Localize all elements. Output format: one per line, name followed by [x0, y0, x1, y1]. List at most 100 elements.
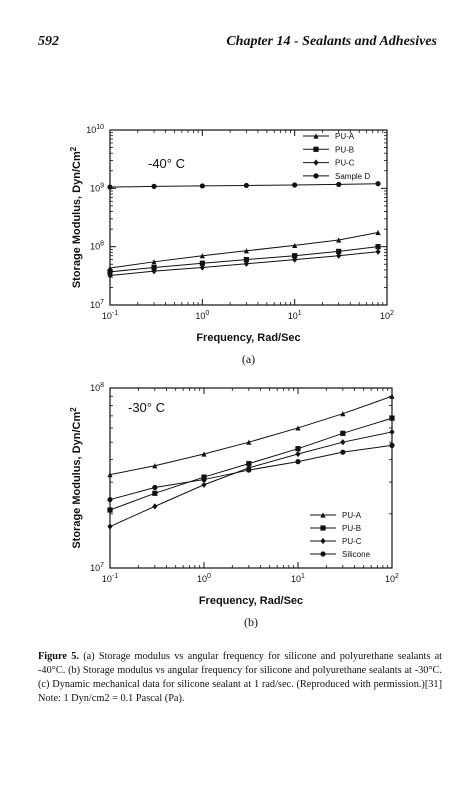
legend-label: PU-B — [335, 145, 354, 154]
data-point — [107, 523, 113, 530]
data-point — [243, 257, 249, 263]
legend-label: PU-C — [342, 537, 362, 546]
legend-marker — [313, 173, 319, 179]
data-point — [295, 425, 301, 431]
data-point — [292, 256, 298, 263]
plot-frame — [109, 387, 393, 569]
data-point — [107, 496, 113, 503]
legend-marker — [320, 512, 326, 518]
y-tick-label: 109 — [90, 182, 104, 193]
data-point — [199, 253, 205, 259]
x-tick-label: 102 — [385, 573, 399, 584]
chart-panel-a: 10-1 100 101 102 107 108 109 1010 Frequency, Rad… — [69, 124, 394, 366]
y-tick-label: 107 — [90, 562, 104, 573]
data-point — [292, 242, 298, 249]
data-point — [340, 449, 346, 455]
panel-label: (a) — [242, 352, 255, 366]
series-pu-b — [107, 415, 395, 513]
data-point — [336, 248, 342, 254]
data-point — [295, 446, 301, 452]
data-point — [152, 484, 158, 491]
data-point — [151, 183, 157, 189]
data-point — [243, 248, 249, 254]
figure-label: Figure 5. — [38, 651, 79, 662]
data-point — [199, 260, 205, 266]
data-point — [201, 481, 207, 488]
x-tick-label: 101 — [288, 310, 302, 321]
legend-label: PU-A — [342, 511, 362, 520]
temperature-annotation: -40° C — [148, 156, 185, 171]
data-point — [107, 184, 113, 190]
data-point — [246, 439, 252, 445]
y-tick-label: 108 — [90, 382, 104, 393]
legend-marker — [313, 146, 319, 152]
data-point — [336, 252, 342, 259]
x-tick-label: 100 — [197, 573, 211, 584]
series-silicone — [107, 442, 395, 503]
data-point — [292, 253, 298, 259]
data-point — [292, 182, 298, 188]
data-point — [295, 459, 301, 465]
page-number: 592 — [38, 34, 59, 49]
x-tick-label: 101 — [291, 573, 305, 584]
x-tick-label: 102 — [380, 310, 394, 321]
x-axis-title: Frequency, Rad/Sec — [199, 595, 303, 607]
data-point — [375, 181, 381, 187]
page-header: 592 Chapter 14 - Sealants and Adhesives — [38, 34, 437, 54]
legend: PU-A PU-B PU-C Silicone — [310, 511, 371, 559]
data-point — [201, 476, 207, 483]
caption-text: (a) Storage modulus vs angular frequency… — [38, 651, 443, 704]
legend-marker — [320, 525, 326, 531]
legend-label: Sample D — [335, 172, 370, 181]
data-point — [152, 503, 158, 510]
y-tick-label: 1010 — [86, 124, 104, 135]
data-point — [107, 472, 113, 478]
data-point — [389, 415, 395, 421]
y-axis-title: Storage Modulus, Dyn/Cm2 — [69, 146, 83, 288]
data-point — [375, 244, 381, 250]
figure-caption: Figure 5. (a) Storage modulus vs angular… — [38, 650, 442, 706]
data-point — [243, 182, 249, 189]
series-pu-b — [107, 244, 381, 275]
y-axis-title: Storage Modulus, Dyn/Cm2 — [69, 407, 83, 549]
data-point — [199, 183, 205, 189]
data-point — [152, 490, 158, 496]
data-point — [107, 507, 113, 513]
y-tick-label: 108 — [90, 241, 104, 252]
legend-marker — [313, 159, 319, 166]
data-point — [107, 269, 113, 275]
legend-label: PU-A — [335, 132, 355, 141]
panel-label: (b) — [244, 615, 258, 629]
data-point — [336, 181, 342, 187]
legend: PU-A PU-B PU-C Sample D — [303, 132, 370, 181]
data-point — [375, 248, 381, 255]
x-tick-label: 100 — [195, 310, 209, 321]
chart-panel-b: 10-1 100 101 102 107 108 Frequency, Rad/Sec Sto… — [69, 382, 399, 629]
data-point — [201, 451, 207, 457]
data-point — [199, 264, 205, 271]
temperature-annotation: -30° C — [128, 400, 165, 415]
chapter-title: Chapter 14 - Sealants and Adhesives — [226, 34, 437, 49]
x-tick-label: 10-1 — [102, 310, 118, 321]
data-point — [151, 259, 157, 265]
data-point — [389, 428, 395, 436]
data-point — [152, 463, 158, 469]
series-pu-a — [107, 393, 395, 478]
data-point — [336, 237, 342, 243]
data-point — [340, 411, 346, 417]
legend-label: PU-B — [342, 524, 361, 533]
legend-marker — [320, 551, 326, 557]
data-point — [151, 264, 157, 271]
plot-frame — [109, 129, 388, 306]
y-tick-label: 107 — [90, 299, 104, 310]
series-sample-d — [107, 181, 381, 190]
data-point — [295, 450, 301, 458]
legend-marker — [320, 537, 326, 545]
x-tick-label: 10-1 — [102, 573, 118, 584]
data-point — [375, 229, 381, 236]
data-point — [389, 393, 395, 399]
data-point — [246, 467, 252, 473]
legend-marker — [313, 133, 319, 139]
legend-label: PU-C — [335, 159, 355, 168]
data-point — [246, 461, 252, 467]
